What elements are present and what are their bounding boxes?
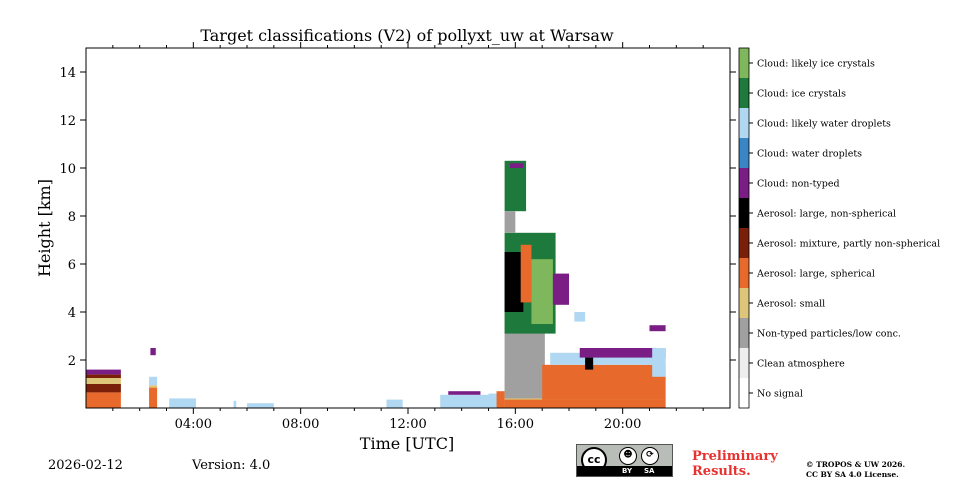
y-tick-label: 10 <box>59 162 76 177</box>
x-tick-label: 08:00 <box>282 417 319 432</box>
y-tick-label: 12 <box>59 114 76 129</box>
legend-swatch <box>739 258 749 288</box>
legend-label: Non-typed particles/low conc. <box>757 329 901 340</box>
class-region-32 <box>585 357 594 370</box>
badge-strip <box>577 466 672 476</box>
legend-label: No signal <box>757 389 803 400</box>
legend-swatch <box>739 108 749 138</box>
class-region-2 <box>86 378 121 384</box>
person-icon: ☻ <box>619 447 637 465</box>
class-region-23 <box>520 244 532 303</box>
class-region-29 <box>574 312 586 322</box>
class-region-14 <box>448 391 481 395</box>
legend-swatch <box>739 168 749 198</box>
legend-label: Cloud: non-typed <box>757 179 840 190</box>
chart-title: Target classifications (V2) of pollyxt_u… <box>200 26 614 45</box>
class-region-26 <box>509 163 524 168</box>
x-tick-label: 12:00 <box>389 417 426 432</box>
class-region-5 <box>149 387 158 408</box>
legend-label: Aerosol: small <box>756 299 825 310</box>
class-region-13 <box>440 394 497 408</box>
legend-swatch <box>739 78 749 108</box>
y-tick-label: 2 <box>68 354 76 369</box>
class-region-34 <box>652 348 666 377</box>
y-tick-label: 8 <box>68 210 76 225</box>
by-label: BY <box>622 467 633 475</box>
copyright-line-2: CC BY SA 4.0 License. <box>806 470 899 479</box>
class-region-33 <box>649 325 666 332</box>
legend-swatch <box>739 198 749 228</box>
legend-label: Cloud: water droplets <box>757 149 862 160</box>
preliminary-notice: Preliminary Results. <box>692 449 778 479</box>
share-alike-icon: ⟳ <box>641 447 659 465</box>
class-region-18 <box>504 399 666 408</box>
y-tick-label: 14 <box>59 66 76 81</box>
sa-label: SA <box>644 467 655 475</box>
y-tick-label: 4 <box>68 306 76 321</box>
x-tick-label: 20:00 <box>604 417 641 432</box>
class-region-22 <box>504 252 524 312</box>
class-legend: Cloud: likely ice crystals Cloud: ice cry… <box>738 47 940 409</box>
legend-label: Cloud: ice crystals <box>757 89 846 100</box>
cc-license-badge: cc ☻ ⟳ BY SA <box>576 444 673 477</box>
legend-label: Aerosol: large, non-spherical <box>756 209 896 220</box>
preliminary-line-1: Preliminary <box>692 449 778 464</box>
x-axis-label: Time [UTC] <box>360 434 454 453</box>
legend-label: Cloud: likely water droplets <box>757 119 891 130</box>
legend-swatch <box>739 378 749 408</box>
class-region-1 <box>86 384 121 393</box>
footer-version: Version: 4.0 <box>192 458 271 473</box>
legend-label: Aerosol: mixture, partly non-spherical <box>756 239 940 250</box>
legend-label: Clean atmosphere <box>757 359 845 370</box>
class-region-11 <box>247 403 274 408</box>
class-region-8 <box>150 348 156 356</box>
class-region-20 <box>542 364 666 400</box>
class-region-0 <box>86 392 121 408</box>
plot-area <box>86 160 666 408</box>
legend-swatch <box>739 288 749 318</box>
copyright-notice: © TROPOS & UW 2026. CC BY SA 4.0 License… <box>806 460 905 480</box>
legend-swatch <box>739 228 749 258</box>
y-tick-label: 6 <box>68 258 76 273</box>
legend-swatch <box>739 348 749 378</box>
class-region-16 <box>496 391 505 408</box>
class-region-3 <box>86 374 121 378</box>
x-tick-label: 04:00 <box>175 417 212 432</box>
class-region-31 <box>579 348 666 358</box>
y-axis: 2 4 6 8 10 12 14 <box>59 66 736 369</box>
copyright-line-1: © TROPOS & UW 2026. <box>806 460 906 469</box>
class-region-12 <box>386 399 403 408</box>
class-region-6 <box>149 385 158 388</box>
preliminary-line-2: Results. <box>692 464 751 479</box>
x-tick-label: 16:00 <box>497 417 534 432</box>
legend-label: Cloud: likely ice crystals <box>757 59 875 70</box>
y-axis-label: Height [km] <box>35 179 54 277</box>
class-region-25 <box>504 211 516 233</box>
class-region-24 <box>504 160 527 212</box>
class-region-4 <box>86 369 121 375</box>
legend-label: Aerosol: large, spherical <box>756 269 875 280</box>
legend-frame <box>738 47 750 409</box>
footer-date: 2026-02-12 <box>48 458 123 473</box>
class-region-7 <box>149 376 158 386</box>
class-region-9 <box>169 398 197 408</box>
class-region-10 <box>233 400 237 408</box>
x-axis: 04:00 08:00 12:00 16:00 20:00 <box>112 42 704 432</box>
legend-swatch <box>739 138 749 168</box>
class-region-27 <box>531 259 553 324</box>
legend-swatch <box>739 318 749 348</box>
legend-swatch <box>739 48 749 78</box>
class-region-28 <box>552 273 569 305</box>
